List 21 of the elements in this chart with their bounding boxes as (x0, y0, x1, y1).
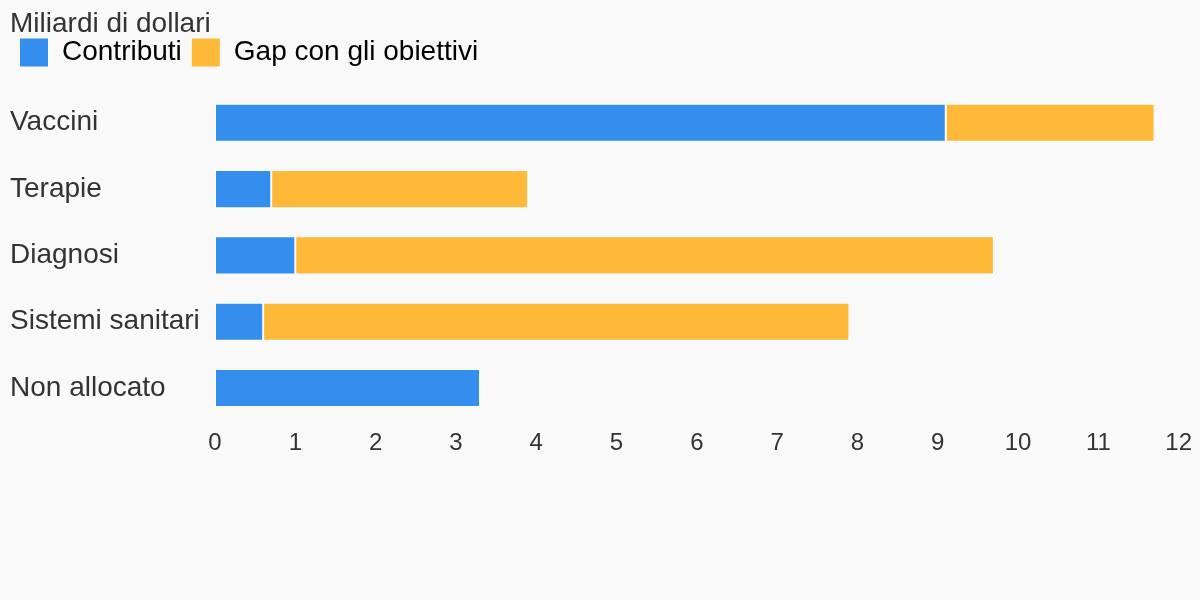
y-tick-label: Vaccini (10, 105, 99, 137)
x-tick-label: 10 (1004, 428, 1032, 456)
legend-label: Gap con gli obiettivi (233, 35, 479, 67)
chart-title: Miliardi di dollari (10, 6, 211, 38)
x-tick-label: 2 (368, 428, 383, 456)
y-tick-label: Non allocato (10, 370, 166, 402)
x-tick-label: 9 (931, 428, 945, 456)
x-tick-label: 3 (449, 428, 463, 456)
y-tick-label: Sistemi sanitari (10, 304, 200, 336)
x-tick-label: 5 (609, 428, 624, 456)
x-tick-label: 11 (1085, 428, 1111, 456)
x-tick-label: 12 (1165, 428, 1192, 456)
x-tick-label: 1 (288, 428, 302, 456)
y-tick-label: Diagnosi (10, 238, 119, 270)
x-tick-label: 7 (770, 428, 784, 456)
x-tick-label: 8 (850, 428, 865, 456)
legend-label: Contributi (62, 35, 182, 67)
x-tick-label: 6 (690, 428, 704, 456)
x-tick-label: 0 (208, 428, 222, 456)
y-tick-label: Terapie (10, 171, 102, 203)
x-tick-label: 4 (529, 428, 543, 456)
